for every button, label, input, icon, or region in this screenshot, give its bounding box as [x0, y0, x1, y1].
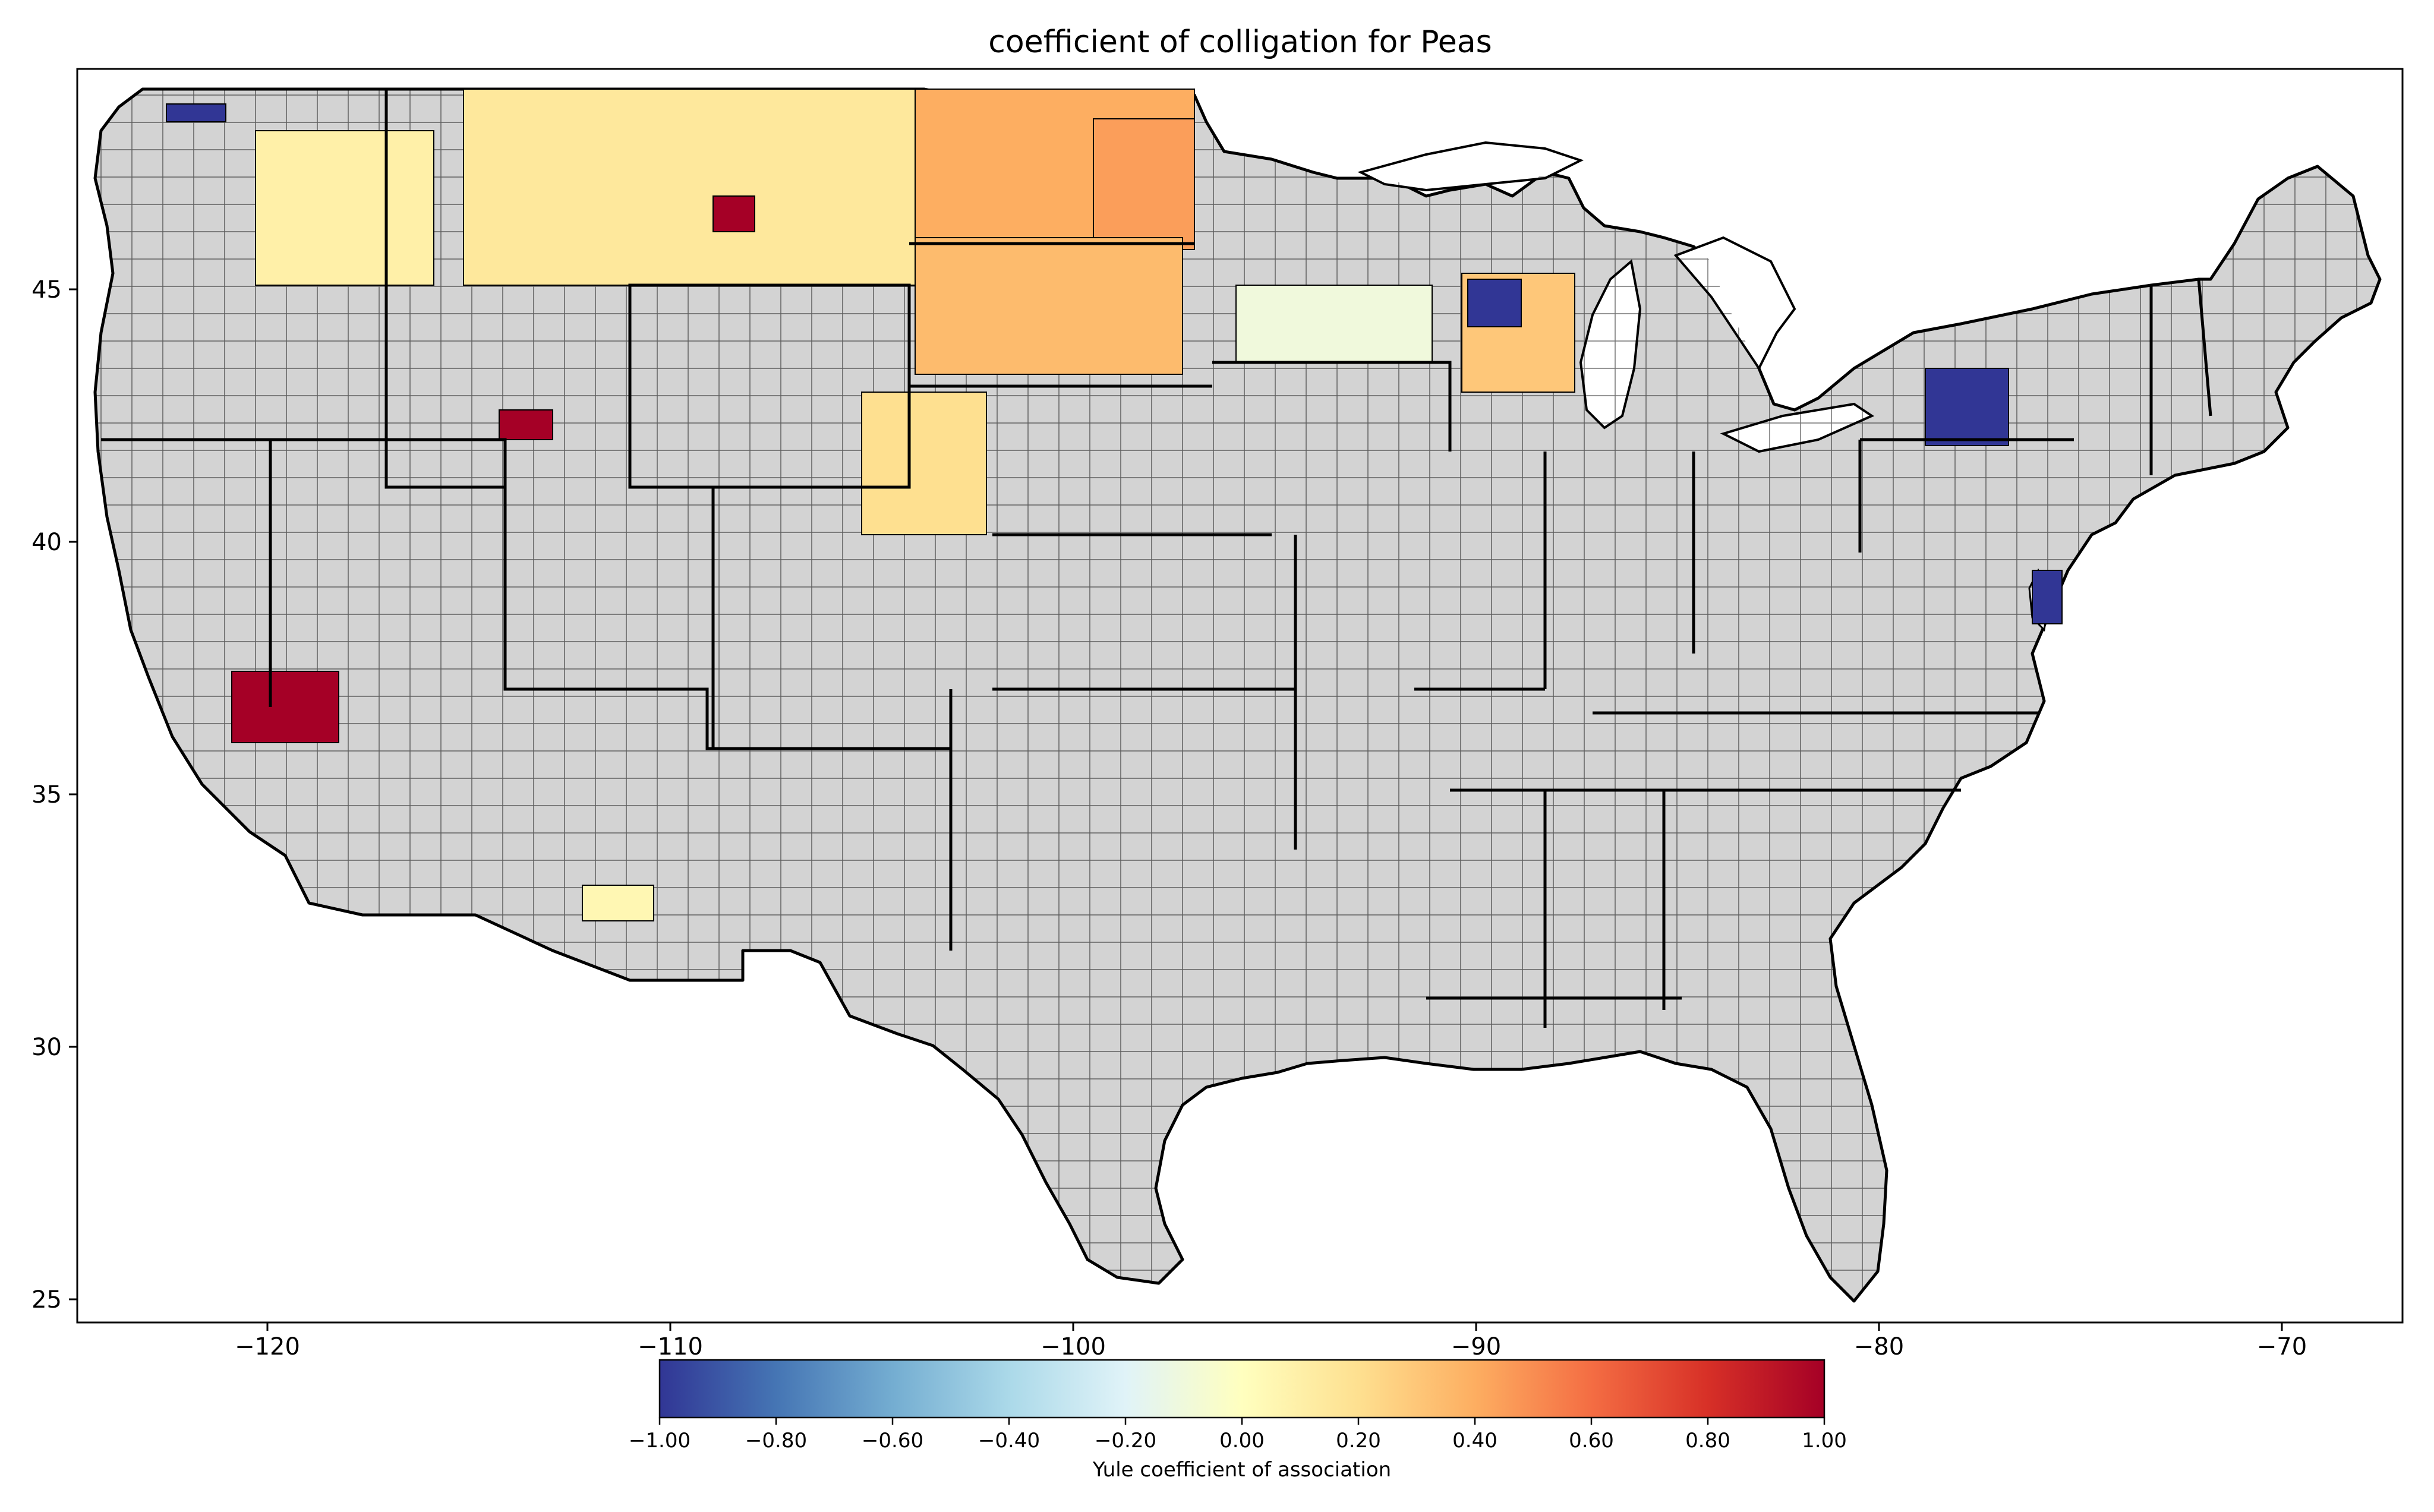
lake-huron-erie	[1673, 236, 1875, 453]
county-cluster	[463, 89, 916, 286]
y-tick-label: 40	[31, 529, 62, 556]
x-tick-label: −120	[235, 1333, 300, 1361]
colorbar-tick-label: −0.40	[978, 1429, 1040, 1453]
colorbar-gradient	[658, 1359, 1826, 1419]
lake-superior	[1357, 141, 1584, 192]
y-tick-label: 35	[31, 781, 62, 809]
y-axis-ticks: 45 40 35 30 25	[31, 276, 77, 1314]
colorbar-tick-label: 0.00	[1219, 1429, 1265, 1453]
county-cluster	[255, 130, 434, 286]
county-cluster	[1925, 368, 2009, 446]
county-cluster	[582, 885, 654, 921]
colorbar-tick-label: 1.00	[1802, 1429, 1847, 1453]
x-tick-label: −80	[1854, 1333, 1904, 1361]
x-tick-label: −90	[1451, 1333, 1501, 1361]
county-cluster	[1093, 118, 1195, 250]
county-cluster	[499, 409, 553, 440]
x-tick-label: −110	[638, 1333, 703, 1361]
x-tick-label: −70	[2257, 1333, 2307, 1361]
colorbar-tick-label: 0.60	[1569, 1429, 1614, 1453]
colorbar-ticks: −1.00 −0.80 −0.60 −0.40 −0.20 0.00 0.20 0.40 0.6…	[629, 1418, 1847, 1453]
colorbar-tick-label: −0.20	[1095, 1429, 1156, 1453]
colorbar-tick-label: 0.80	[1685, 1429, 1730, 1453]
y-tick-label: 25	[31, 1286, 62, 1314]
county-cluster	[166, 103, 226, 122]
colorbar: −1.00 −0.80 −0.60 −0.40 −0.20 0.00 0.20 0.40 0.6…	[629, 1359, 1847, 1482]
state-boundaries	[101, 89, 2212, 1028]
colorbar-tick-label: −1.00	[629, 1429, 691, 1453]
x-axis-ticks: −120 −110 −100 −90 −80 −70	[235, 1322, 2307, 1361]
x-tick-label: −100	[1041, 1333, 1106, 1361]
colorbar-label: Yule coefficient of association	[1092, 1458, 1391, 1482]
colored-county-clusters	[166, 89, 2063, 921]
colorbar-tick-label: −0.80	[745, 1429, 807, 1453]
county-cluster	[1467, 279, 1522, 327]
county-cluster	[915, 237, 1183, 375]
map-layer	[93, 87, 2382, 1303]
colorbar-tick-label: 0.20	[1336, 1429, 1381, 1453]
map-title: coefficient of colligation for Peas	[988, 24, 1492, 60]
county-cluster	[1235, 285, 1433, 363]
y-tick-label: 45	[31, 276, 62, 304]
county-cluster	[861, 392, 987, 535]
colorbar-tick-label: −0.60	[862, 1429, 923, 1453]
y-tick-label: 30	[31, 1034, 62, 1061]
colorbar-tick-label: 0.40	[1452, 1429, 1497, 1453]
county-cluster	[712, 195, 755, 232]
lake-michigan	[1579, 259, 1642, 430]
county-cluster	[2032, 570, 2063, 624]
county-cluster	[231, 671, 339, 743]
